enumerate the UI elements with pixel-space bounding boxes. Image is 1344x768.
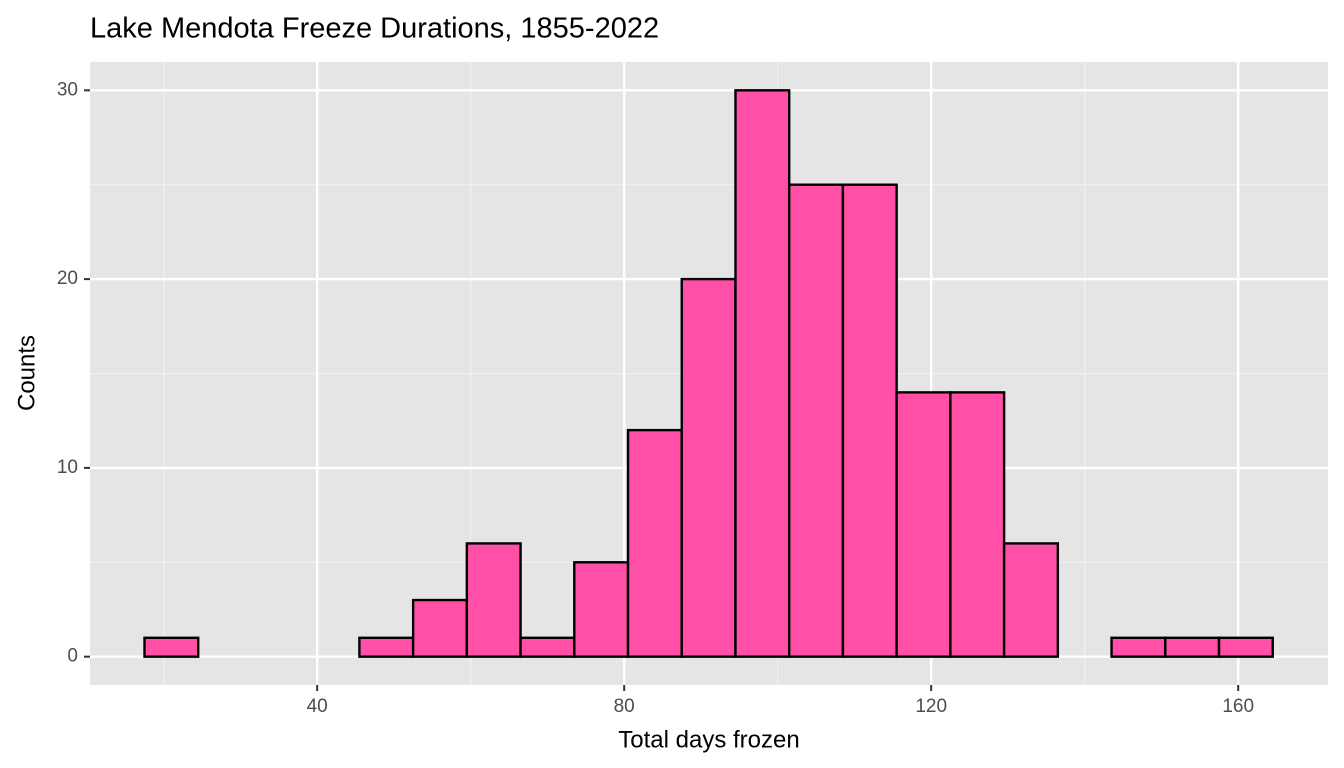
bar bbox=[465, 542, 522, 658]
y-axis-label: Counts bbox=[13, 335, 40, 411]
x-tick-label: 40 bbox=[307, 696, 328, 717]
y-tick-label: 10 bbox=[57, 457, 78, 478]
bar bbox=[143, 636, 200, 658]
bar bbox=[1217, 636, 1274, 658]
bar bbox=[949, 391, 1006, 658]
bar bbox=[519, 636, 576, 658]
bar bbox=[680, 277, 737, 658]
bar bbox=[788, 183, 845, 658]
chart-title: Lake Mendota Freeze Durations, 1855-2022 bbox=[90, 13, 659, 45]
y-tick-label: 20 bbox=[57, 268, 78, 289]
x-tick-label: 160 bbox=[1222, 696, 1254, 717]
bar bbox=[411, 598, 469, 658]
x-tick-label: 120 bbox=[915, 696, 947, 717]
y-tick-label: 30 bbox=[57, 79, 78, 100]
bar bbox=[1164, 636, 1221, 658]
bar bbox=[895, 391, 952, 658]
x-tick-label: 80 bbox=[614, 696, 635, 717]
bar bbox=[358, 636, 415, 658]
bar bbox=[1110, 636, 1167, 658]
bar bbox=[841, 183, 898, 658]
x-axis-label: Total days frozen bbox=[618, 726, 799, 753]
bar bbox=[734, 89, 791, 658]
bar bbox=[573, 561, 630, 658]
y-tick-label: 0 bbox=[67, 646, 78, 667]
bar bbox=[626, 428, 683, 658]
bar bbox=[1002, 542, 1060, 658]
